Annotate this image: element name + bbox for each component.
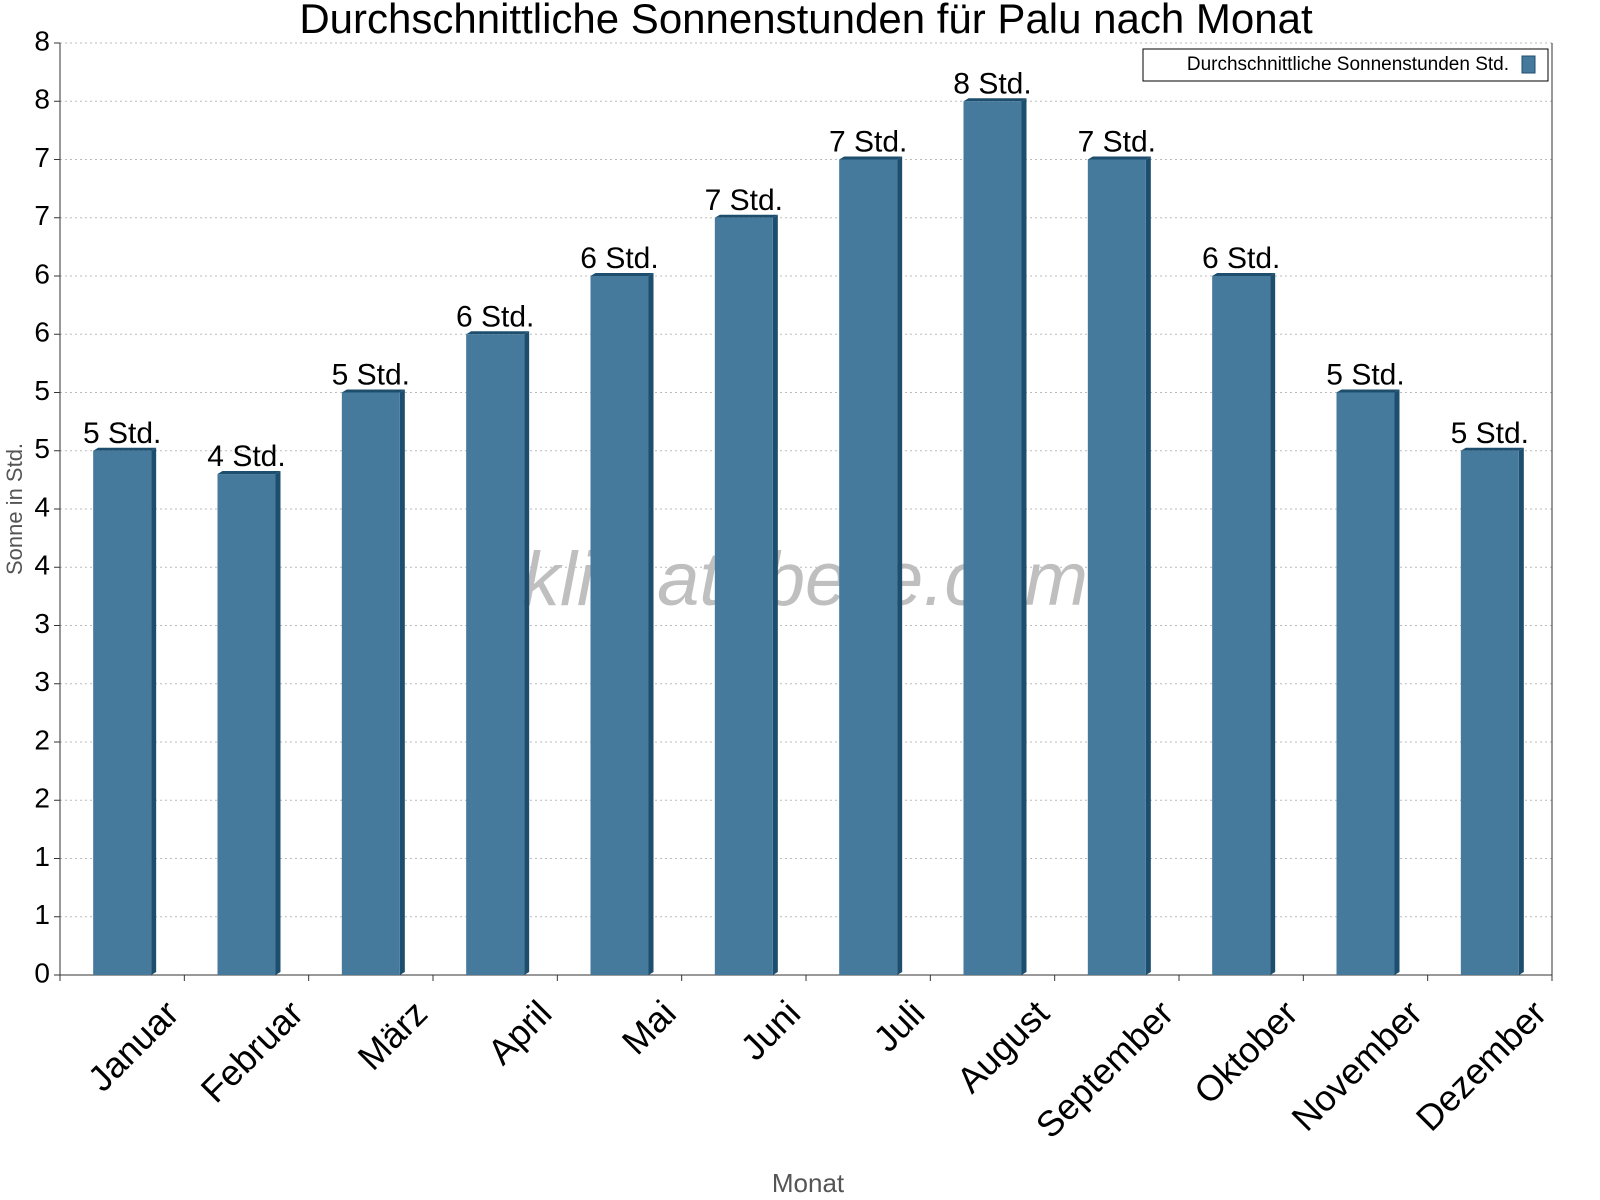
- y-tick-label: 7: [34, 200, 50, 231]
- bar-side: [275, 471, 281, 975]
- y-tick-label: 5: [34, 375, 50, 406]
- bar-top: [341, 389, 405, 393]
- x-tick-label: Oktober: [1186, 992, 1306, 1112]
- x-tick-label: Dezember: [1408, 992, 1554, 1138]
- bar-group: [1087, 156, 1151, 975]
- bar: [590, 276, 649, 975]
- data-label: 5 Std.: [83, 417, 161, 450]
- legend-swatch: [1521, 55, 1536, 74]
- bar-group: [839, 156, 903, 975]
- y-tick-label: 4: [34, 491, 50, 522]
- bar: [341, 392, 400, 975]
- data-label: 7 Std.: [1078, 126, 1156, 159]
- bar-group: [1336, 389, 1400, 975]
- x-axis-title: Monat: [772, 1168, 845, 1198]
- data-label: 7 Std.: [705, 184, 783, 217]
- legend-box: [1142, 48, 1549, 82]
- y-tick-label: 8: [34, 25, 50, 56]
- bar-group: [217, 471, 281, 975]
- y-tick-label: 8: [34, 84, 50, 115]
- y-tick-label: 1: [34, 899, 50, 930]
- bar-top: [839, 156, 903, 160]
- data-label: 7 Std.: [829, 126, 907, 159]
- bar-side: [1394, 389, 1400, 975]
- data-label: 6 Std.: [580, 242, 658, 275]
- data-label: 8 Std.: [953, 67, 1031, 100]
- data-label: 6 Std.: [456, 300, 534, 333]
- x-tick-label: November: [1283, 992, 1429, 1138]
- x-tick-label: Februar: [193, 992, 311, 1110]
- bar: [1460, 450, 1519, 975]
- y-tick-label: 3: [34, 666, 50, 697]
- x-tick-label: April: [480, 992, 560, 1072]
- y-tick-label: 6: [34, 258, 50, 289]
- bar-top: [714, 214, 778, 218]
- bar-group: [1460, 447, 1524, 975]
- bar-group: [963, 98, 1027, 975]
- bar: [839, 159, 898, 975]
- y-axis-title: Sonne in Std.: [2, 443, 27, 575]
- y-tick-label: 7: [34, 142, 50, 173]
- bar-top: [963, 98, 1027, 102]
- bar-group: [1212, 273, 1276, 975]
- y-tick-label: 4: [34, 550, 50, 581]
- x-tick-label: Juni: [732, 992, 808, 1068]
- x-tick-label: Januar: [80, 992, 187, 1099]
- y-tick-label: 5: [34, 433, 50, 464]
- bar: [1212, 276, 1271, 975]
- legend-label: Durchschnittliche Sonnenstunden Std.: [1187, 54, 1509, 75]
- bar-top: [1212, 273, 1276, 276]
- bar-side: [1270, 273, 1276, 975]
- bar: [1087, 159, 1146, 975]
- bar-top: [1460, 447, 1524, 451]
- bar: [1336, 392, 1395, 975]
- bar-group: [714, 214, 778, 975]
- bar: [217, 474, 276, 975]
- data-label: 5 Std.: [332, 359, 410, 392]
- bar-top: [466, 331, 530, 335]
- chart-title: Durchschnittliche Sonnenstunden für Palu…: [299, 0, 1313, 42]
- bar-side: [1145, 156, 1151, 975]
- y-tick-label: 1: [34, 841, 50, 872]
- legend: Durchschnittliche Sonnenstunden Std.: [1142, 48, 1549, 82]
- x-tick-label: August: [949, 992, 1057, 1100]
- bar-top: [1336, 389, 1400, 393]
- bar-side: [897, 156, 903, 975]
- x-tick-label: Mai: [614, 992, 684, 1062]
- bar-side: [648, 273, 654, 975]
- bar-group: [93, 447, 157, 975]
- bar: [93, 450, 152, 975]
- bar: [466, 334, 525, 975]
- bar-group: [590, 273, 654, 975]
- bar-side: [1518, 447, 1524, 975]
- bar-top: [93, 447, 157, 451]
- data-label: 6 Std.: [1202, 242, 1280, 275]
- data-label: 4 Std.: [207, 440, 285, 473]
- bar-group: [466, 331, 530, 975]
- y-tick-label: 3: [34, 608, 50, 639]
- bar-side: [399, 389, 405, 975]
- y-tick-label: 2: [34, 724, 50, 755]
- bar-group: [341, 389, 405, 975]
- bar-side: [524, 331, 530, 975]
- bar-top: [1087, 156, 1151, 160]
- data-label: 5 Std.: [1451, 417, 1529, 450]
- bar-side: [772, 214, 778, 975]
- bar: [714, 217, 773, 975]
- bar-top: [217, 471, 281, 475]
- x-tick-label: März: [350, 992, 436, 1078]
- bar-side: [151, 447, 157, 975]
- data-label: 5 Std.: [1326, 359, 1404, 392]
- bar: [963, 101, 1022, 975]
- bar-side: [1021, 98, 1027, 975]
- y-tick-label: 6: [34, 317, 50, 348]
- y-tick-label: 0: [34, 957, 50, 988]
- y-tick-label: 2: [34, 783, 50, 814]
- x-tick-label: Juli: [865, 992, 932, 1059]
- bar-top: [590, 273, 654, 276]
